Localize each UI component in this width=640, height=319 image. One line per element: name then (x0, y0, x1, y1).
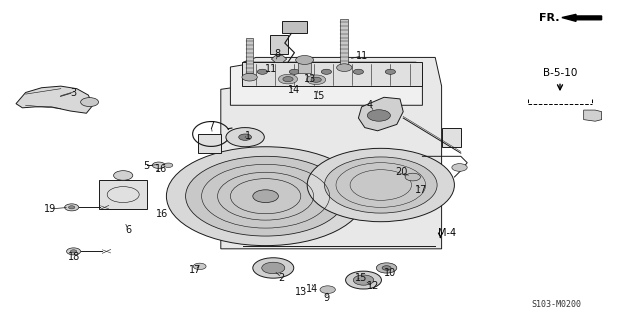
Polygon shape (298, 60, 311, 73)
Circle shape (67, 248, 81, 255)
Text: 5: 5 (143, 161, 149, 171)
Text: 16: 16 (155, 164, 168, 174)
Circle shape (307, 148, 454, 222)
Text: 4: 4 (367, 100, 373, 110)
Circle shape (346, 271, 381, 289)
Text: 9: 9 (323, 293, 330, 303)
Circle shape (385, 69, 396, 74)
Polygon shape (282, 21, 307, 33)
Polygon shape (340, 19, 348, 64)
Text: B-5-10: B-5-10 (543, 68, 577, 78)
Circle shape (278, 74, 298, 84)
Text: 14: 14 (306, 284, 319, 294)
Circle shape (353, 69, 364, 74)
Text: 13: 13 (303, 74, 316, 84)
Circle shape (324, 157, 437, 213)
Circle shape (81, 98, 99, 107)
Polygon shape (562, 14, 602, 21)
Circle shape (257, 69, 268, 74)
Polygon shape (198, 134, 221, 153)
Circle shape (193, 263, 206, 270)
Circle shape (186, 156, 346, 236)
Polygon shape (221, 57, 442, 249)
Circle shape (367, 110, 390, 121)
Text: 13: 13 (294, 287, 307, 297)
Text: 6: 6 (125, 225, 131, 235)
Text: 15: 15 (312, 91, 325, 101)
Polygon shape (270, 35, 288, 54)
Text: 7: 7 (208, 121, 214, 131)
Text: 8: 8 (275, 49, 281, 59)
Circle shape (68, 206, 75, 209)
Text: 1: 1 (245, 130, 252, 141)
Circle shape (253, 190, 278, 203)
Polygon shape (246, 38, 253, 73)
Polygon shape (584, 110, 602, 121)
Circle shape (262, 262, 285, 274)
Circle shape (296, 56, 314, 64)
Text: 14: 14 (288, 85, 301, 95)
Circle shape (353, 275, 374, 285)
Text: 2: 2 (278, 272, 285, 283)
Circle shape (320, 286, 335, 293)
Text: 12: 12 (367, 281, 380, 292)
Text: 17: 17 (415, 185, 428, 195)
Circle shape (253, 258, 294, 278)
Circle shape (283, 77, 293, 82)
Circle shape (311, 77, 321, 82)
Circle shape (337, 64, 352, 71)
Circle shape (70, 250, 77, 253)
Circle shape (226, 128, 264, 147)
Text: 15: 15 (355, 272, 368, 283)
Circle shape (152, 162, 165, 168)
Circle shape (164, 163, 173, 167)
Polygon shape (99, 180, 147, 209)
Text: 20: 20 (396, 167, 408, 177)
Text: 10: 10 (384, 268, 397, 278)
Text: 16: 16 (156, 209, 169, 219)
Text: 19: 19 (44, 204, 56, 214)
Circle shape (405, 173, 420, 181)
Polygon shape (442, 128, 461, 147)
Circle shape (307, 75, 326, 85)
Text: 18: 18 (67, 252, 80, 262)
Text: S103-M0200: S103-M0200 (532, 300, 582, 309)
Circle shape (289, 69, 300, 74)
Circle shape (321, 69, 332, 74)
Circle shape (376, 263, 397, 273)
Circle shape (382, 266, 391, 270)
Polygon shape (16, 86, 93, 113)
Text: FR.: FR. (540, 13, 560, 23)
Circle shape (166, 147, 365, 246)
Circle shape (65, 204, 79, 211)
Polygon shape (271, 56, 287, 62)
Circle shape (452, 164, 467, 171)
Text: 11: 11 (356, 51, 369, 61)
Text: 17: 17 (189, 264, 202, 275)
Circle shape (114, 171, 133, 180)
Circle shape (242, 73, 257, 81)
Polygon shape (230, 62, 422, 105)
Polygon shape (242, 62, 422, 86)
Text: 11: 11 (265, 63, 278, 74)
Text: 3: 3 (70, 87, 77, 98)
Text: M-4: M-4 (438, 228, 456, 238)
Polygon shape (358, 97, 403, 131)
Circle shape (239, 134, 252, 140)
